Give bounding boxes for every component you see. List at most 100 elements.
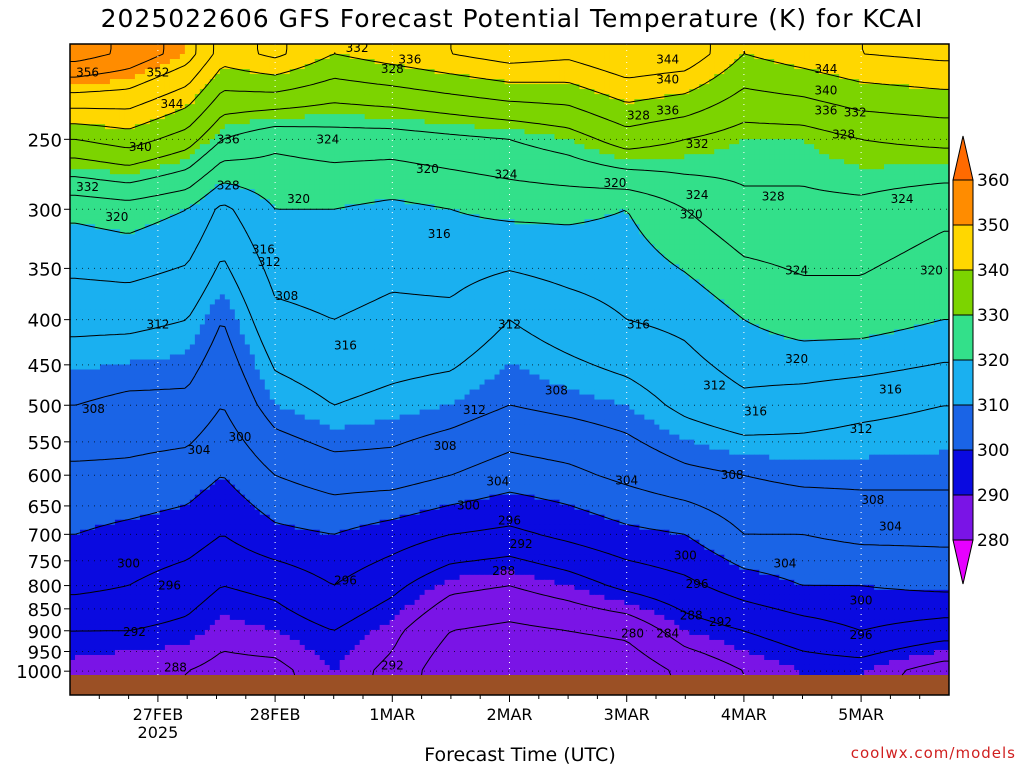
field-cell	[215, 154, 221, 160]
field-cell	[210, 109, 216, 115]
field-cell	[170, 64, 176, 70]
field-cell	[799, 44, 805, 50]
field-cell	[919, 89, 925, 95]
field-cell	[325, 109, 331, 115]
field-cell	[539, 159, 545, 165]
field-cell	[669, 159, 675, 165]
field-cell	[819, 119, 825, 125]
field-cell	[180, 139, 186, 145]
field-cell	[100, 99, 106, 105]
field-cell	[779, 109, 785, 115]
field-cell	[110, 149, 116, 155]
field-cell	[350, 94, 356, 100]
field-cell	[105, 44, 111, 50]
field-cell	[340, 109, 346, 115]
field-cell	[919, 84, 925, 90]
field-cell	[594, 179, 600, 185]
field-cell	[185, 174, 191, 180]
field-cell	[430, 59, 436, 65]
field-cell	[589, 74, 595, 80]
field-cell	[70, 54, 76, 60]
field-cell	[330, 104, 336, 110]
field-cell	[789, 164, 795, 170]
field-cell	[564, 74, 570, 80]
field-cell	[205, 179, 211, 185]
field-cell	[500, 44, 506, 50]
field-cell	[230, 119, 236, 125]
field-cell	[754, 79, 760, 85]
field-cell	[904, 94, 910, 100]
field-cell	[619, 139, 625, 145]
field-cell	[574, 179, 580, 185]
field-cell	[909, 64, 915, 70]
field-cell	[934, 144, 940, 150]
field-cell	[210, 139, 216, 145]
field-cell	[774, 79, 780, 85]
field-cell	[909, 119, 915, 125]
field-cell	[230, 154, 236, 160]
field-cell	[335, 104, 341, 110]
field-cell	[714, 139, 720, 145]
field-cell	[554, 164, 560, 170]
field-cell	[849, 89, 855, 95]
field-cell	[345, 104, 351, 110]
field-cell	[614, 49, 620, 55]
field-cell	[834, 144, 840, 150]
field-cell	[599, 109, 605, 115]
field-cell	[360, 64, 366, 70]
field-cell	[375, 179, 381, 185]
field-cell	[480, 149, 486, 155]
field-cell	[914, 49, 920, 55]
field-cell	[220, 164, 226, 170]
field-cell	[495, 54, 501, 60]
field-cell	[894, 104, 900, 110]
field-cell	[909, 124, 915, 130]
field-cell	[689, 159, 695, 165]
field-cell	[190, 84, 196, 90]
field-cell	[265, 74, 271, 80]
field-cell	[175, 159, 181, 165]
field-cell	[405, 149, 411, 155]
field-cell	[729, 89, 735, 95]
field-cell	[295, 59, 301, 65]
field-cell	[465, 49, 471, 55]
field-cell	[589, 129, 595, 135]
field-cell	[305, 149, 311, 155]
field-cell	[410, 174, 416, 180]
field-cell	[380, 179, 386, 185]
field-cell	[355, 59, 361, 65]
field-cell	[709, 84, 715, 90]
field-cell	[240, 79, 246, 85]
field-cell	[549, 49, 555, 55]
field-cell	[919, 124, 925, 130]
field-cell	[480, 59, 486, 65]
field-cell	[879, 89, 885, 95]
field-cell	[90, 44, 96, 50]
field-cell	[160, 59, 166, 65]
field-cell	[579, 69, 585, 75]
field-cell	[819, 164, 825, 170]
field-cell	[290, 179, 296, 185]
field-cell	[380, 49, 386, 55]
field-cell	[410, 74, 416, 80]
field-cell	[539, 124, 545, 130]
field-cell	[849, 74, 855, 80]
field-cell	[734, 134, 740, 140]
field-cell	[864, 159, 870, 165]
field-cell	[539, 109, 545, 115]
field-cell	[884, 159, 890, 165]
field-cell	[914, 144, 920, 150]
field-cell	[939, 164, 945, 170]
field-cell	[320, 94, 326, 100]
field-cell	[749, 74, 755, 80]
field-cell	[120, 44, 126, 50]
field-cell	[215, 159, 221, 165]
field-cell	[345, 64, 351, 70]
field-cell	[280, 59, 286, 65]
field-cell	[155, 89, 161, 95]
field-cell	[335, 114, 341, 120]
field-cell	[734, 174, 740, 180]
field-cell	[739, 109, 745, 115]
field-cell	[270, 129, 276, 135]
field-cell	[380, 174, 386, 180]
